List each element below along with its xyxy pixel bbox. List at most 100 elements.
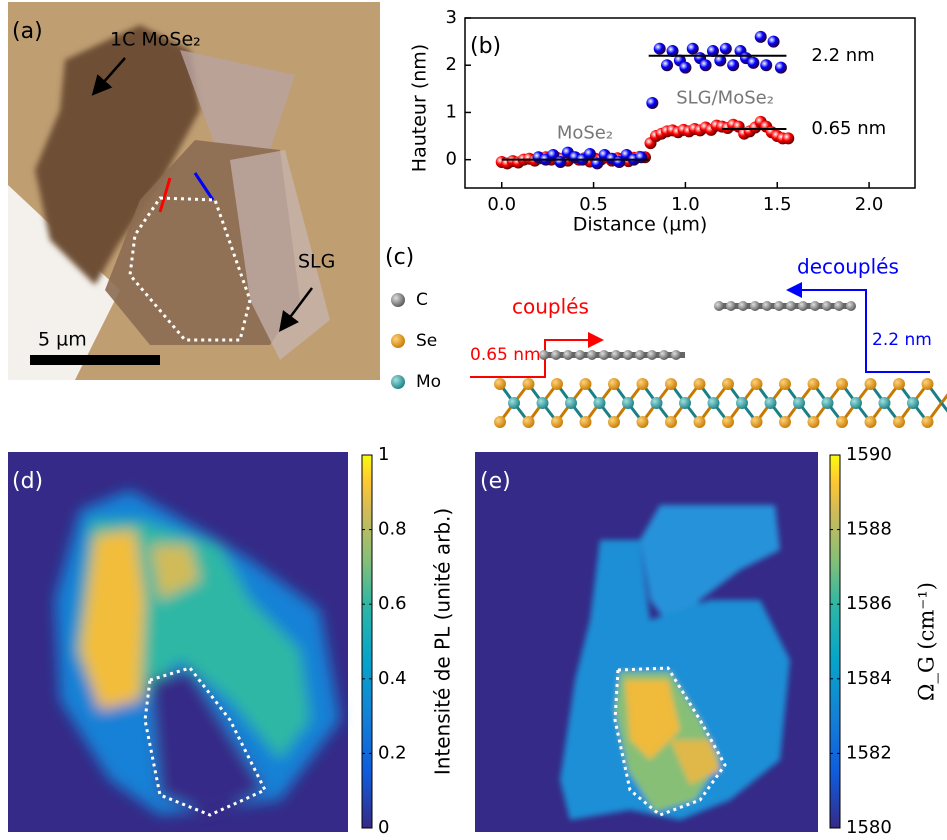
panel-label: (d) [12,469,43,494]
flake-mose2 [35,25,200,285]
atom-mo [650,397,663,409]
colorbar-tick-label: 0.4 [378,668,407,689]
atom-se [608,416,620,428]
atom-c [738,301,748,311]
atom-se [807,416,820,428]
atom-se [779,416,791,428]
atom-mo [850,397,862,409]
colorbar [361,454,373,829]
atom-mo [565,397,577,409]
atom-se [921,416,934,428]
atom-mo [593,397,606,409]
colorbar-tick-label: 0.8 [378,519,407,540]
atom-c [762,301,772,311]
atom-c [726,301,736,311]
flake-label: 1C MoSe₂ [110,29,201,51]
bond [940,402,947,413]
fit-label: 0.65 nm [811,118,886,139]
atom-c [611,350,621,360]
point [727,59,740,72]
atom-se [608,378,620,390]
atom-mo [622,397,634,409]
atom-c [599,350,609,360]
atom-se [722,378,734,390]
atom-mo [679,397,691,409]
x-tick-label: 1.5 [763,194,792,215]
point [554,156,567,169]
point [767,35,780,48]
panel-label: (e) [480,469,511,494]
dotted-outline [128,196,252,342]
atom-se [693,416,706,428]
atom-se [750,416,763,428]
atom-se [893,378,905,390]
raman-map: (e) [475,452,818,832]
atom-c [786,301,796,311]
coupled-label: couplés [512,295,589,319]
point [714,54,727,67]
y-tick-label: 3 [446,7,457,28]
x-axis-label: Distance (µm) [573,214,708,236]
atom-mo [707,397,720,409]
panel-label: (b) [470,34,501,59]
atom-c [551,350,561,360]
atom-se [836,416,848,428]
y-axis-label: Hauteur (nm) [409,44,431,172]
graphene-bar [715,303,855,309]
profile-red [158,177,172,213]
atom-mo [736,397,748,409]
colorbar-label: Intensité de PL (unité arb.) [431,508,455,775]
colorbar-tick-label: 1 [378,444,389,465]
legend-label: Mo [416,372,441,392]
panel-label: (a) [12,19,43,44]
atom-se [665,378,677,390]
atom-mo [821,397,834,409]
atom-se [864,378,877,390]
y-tick-label: 0 [446,149,457,170]
colorbar [829,454,841,829]
atom-c [810,301,820,311]
atom-c [659,350,669,360]
legend-swatch [391,375,405,389]
atom-se [579,378,592,390]
plot-frame [464,17,916,189]
point [760,59,773,72]
atom-se [636,378,649,390]
atom-se [522,378,535,390]
atom-se [836,378,848,390]
panel-label: (c) [385,245,414,270]
colorbar-tick-label: 0.6 [378,593,407,614]
atom-c [647,350,657,360]
arrow [786,282,930,373]
annotation: SLG/MoSe₂ [676,87,774,108]
atom-se [864,416,877,428]
colorbar-tick-label: 1588 [846,519,892,540]
colorbar-tick-label: 1586 [846,593,892,614]
atom-mo [536,397,549,409]
atom-se [494,378,506,390]
x-tick-label: 2.0 [855,194,884,215]
point [635,151,648,164]
atom-se [579,416,592,428]
profile-blue [193,172,215,201]
atom-se [494,416,506,428]
colorbar-tick-label: 0.2 [378,742,407,763]
point [661,59,674,72]
atom-se [665,416,677,428]
atom-mo [508,397,520,409]
atom-se [750,378,763,390]
dotted-outline [613,666,727,817]
colorbar-tick-label: 0 [378,817,389,838]
atom-mo [878,397,891,409]
point [774,61,787,74]
scale-label: 5 µm [38,329,87,351]
atom-mo [793,397,805,409]
atom-c [575,350,585,360]
atom-se [893,416,905,428]
atom-mo [764,397,777,409]
y-tick-label: 1 [446,101,457,122]
flake-slg-edge [230,150,330,360]
atom-mo [907,397,919,409]
atom-c [671,350,681,360]
bond [940,393,947,404]
